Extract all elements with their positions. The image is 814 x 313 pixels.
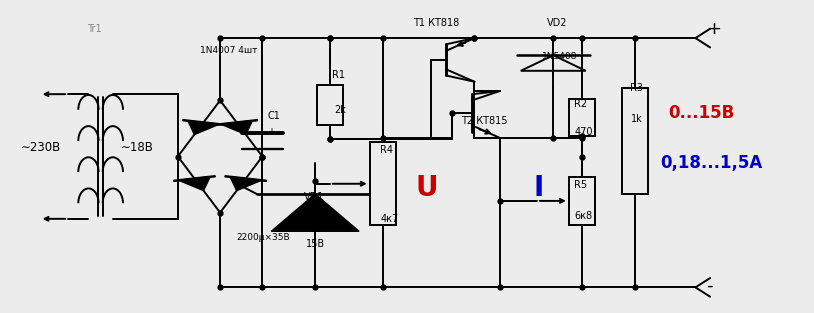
Polygon shape bbox=[230, 177, 261, 191]
Text: T1 КТ818: T1 КТ818 bbox=[414, 18, 460, 28]
Polygon shape bbox=[179, 177, 210, 191]
Bar bbox=[370, 142, 396, 225]
Text: 2200μ×35В: 2200μ×35В bbox=[236, 233, 290, 242]
Text: 0...15В: 0...15В bbox=[668, 104, 735, 122]
Text: R1: R1 bbox=[332, 70, 345, 80]
Bar bbox=[622, 88, 647, 194]
Text: I: I bbox=[534, 174, 544, 202]
Text: 6к8: 6к8 bbox=[575, 211, 593, 221]
Text: R2: R2 bbox=[575, 99, 588, 109]
Text: 2k: 2k bbox=[334, 105, 346, 115]
Text: Tr1: Tr1 bbox=[87, 24, 102, 34]
Text: 0,18...1,5А: 0,18...1,5А bbox=[660, 154, 763, 172]
Text: 470: 470 bbox=[575, 126, 593, 136]
Text: VD1: VD1 bbox=[304, 192, 324, 202]
Bar bbox=[569, 177, 595, 225]
Text: R3: R3 bbox=[630, 83, 643, 93]
Text: ∼230В: ∼230В bbox=[21, 141, 61, 154]
Text: +: + bbox=[267, 126, 275, 136]
Polygon shape bbox=[188, 121, 219, 135]
Text: +: + bbox=[706, 20, 721, 38]
Text: R5: R5 bbox=[575, 180, 588, 190]
Text: 4к7: 4к7 bbox=[380, 214, 398, 224]
Polygon shape bbox=[221, 121, 252, 135]
Text: VD2: VD2 bbox=[547, 18, 567, 28]
Text: U: U bbox=[415, 174, 438, 202]
Polygon shape bbox=[271, 194, 359, 231]
Text: 1k: 1k bbox=[632, 114, 643, 124]
Text: R4: R4 bbox=[380, 145, 393, 155]
Text: ∼18В: ∼18В bbox=[121, 141, 154, 154]
Bar bbox=[317, 85, 343, 125]
Text: -: - bbox=[706, 277, 712, 295]
Bar bbox=[569, 99, 595, 136]
Text: C1: C1 bbox=[267, 111, 280, 121]
Text: 15В: 15В bbox=[306, 239, 326, 249]
Text: 1N4007 4шт: 1N4007 4шт bbox=[199, 46, 257, 55]
Text: 1N5408: 1N5408 bbox=[542, 52, 577, 61]
Text: T2 КТ815: T2 КТ815 bbox=[462, 116, 508, 126]
